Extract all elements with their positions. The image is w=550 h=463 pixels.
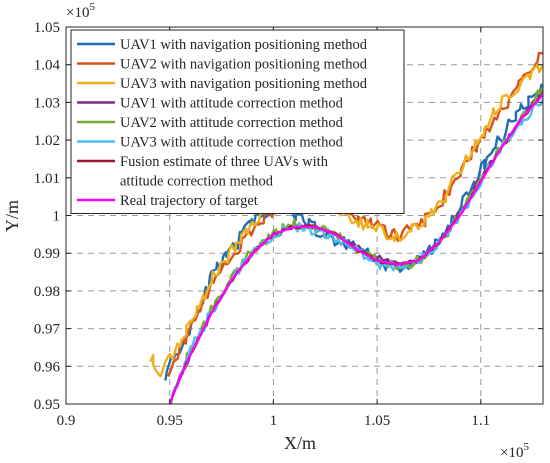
- x-tick-label: 0.9: [57, 413, 76, 429]
- series-line-8: [168, 94, 543, 404]
- y-tick-label: 0.95: [34, 397, 60, 413]
- y-tick-label: 0.99: [34, 246, 60, 262]
- y-tick-label: 1.05: [34, 20, 60, 36]
- y-axis-label: Y/m: [2, 200, 22, 232]
- axis-ticks: 0.9 0.95 1 1.05 1.10.950.960.970.980.9911.01…: [34, 20, 543, 429]
- legend-label: Real trajectory of target: [120, 193, 258, 209]
- x-axis-label: X/m: [284, 433, 316, 453]
- x-tick-label: 1.1: [471, 413, 490, 429]
- legend-label: UAV1 with attitude correction method: [120, 96, 344, 112]
- y-tick-label: 0.97: [34, 322, 61, 338]
- x-tick-label: 0.95: [157, 413, 183, 429]
- y-tick-label: 1.04: [34, 58, 61, 74]
- y-tick-label: 0.96: [34, 359, 61, 375]
- series-line-5: [169, 86, 543, 404]
- legend-label: UAV2 with navigation positioning method: [120, 57, 368, 73]
- x-tick-label: 1: [270, 413, 278, 429]
- y-tick-label: 1.02: [34, 133, 60, 149]
- y-axis-exponent: ×105: [66, 1, 95, 21]
- legend: UAV1 with navigation positioning method U…: [70, 29, 405, 214]
- y-tick-label: 1.01: [34, 171, 60, 187]
- y-tick-label: 1.03: [34, 95, 60, 111]
- x-axis-exponent: ×105: [500, 441, 529, 461]
- legend-label: attitude correction method: [120, 174, 274, 190]
- legend-label: UAV3 with navigation positioning method: [120, 76, 368, 92]
- legend-label: UAV1 with navigation positioning method: [120, 37, 368, 53]
- legend-label: UAV3 with attitude correction method: [120, 135, 344, 151]
- x-tick-label: 1.05: [364, 413, 390, 429]
- legend-box: [70, 29, 405, 214]
- legend-label: UAV2 with attitude correction method: [120, 115, 344, 131]
- y-tick-label: 0.98: [34, 284, 60, 300]
- legend-label: Fusion estimate of three UAVs with: [120, 154, 329, 170]
- y-tick-label: 1: [53, 209, 61, 225]
